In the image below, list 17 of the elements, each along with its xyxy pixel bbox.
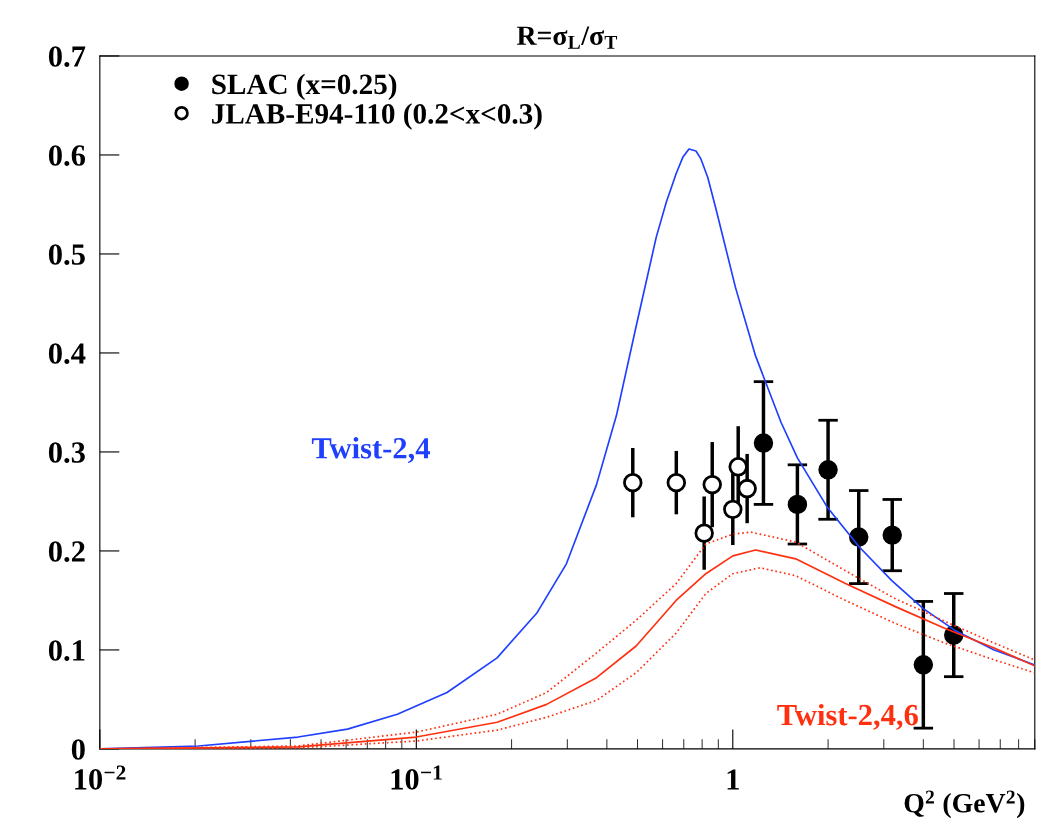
legend-label: JLAB-E94-110 (0.2<x<0.3)	[212, 103, 542, 130]
x-tick-label: 10$^{−1}$	[391, 765, 442, 790]
y-tick-label: 0.5	[48, 244, 85, 265]
y-tick-label: 0.7	[48, 46, 86, 67]
legend-label: SLAC (x=0.25)	[212, 73, 397, 101]
x-tick-label: 1	[727, 769, 739, 790]
y-tick-label: 0.2	[48, 541, 85, 562]
x-tick-label: 10$^{−2}$	[75, 765, 126, 790]
text: Twist-2,4,6	[777, 703, 918, 730]
y-tick-label: 0.3	[48, 442, 85, 463]
chart-title: R=σ$_{L}$/σ$_{T}$	[516, 26, 618, 49]
y-tick-label: 0.1	[48, 640, 85, 661]
y-tick-label: 0.6	[48, 145, 86, 166]
y-tick-label: 0.4	[48, 343, 86, 364]
text: Twist-2,4	[311, 437, 430, 464]
x-axis-title: Q$^{2}$ (GeV$^{2}$)	[904, 790, 1025, 819]
y-tick-label: 0	[71, 739, 85, 760]
